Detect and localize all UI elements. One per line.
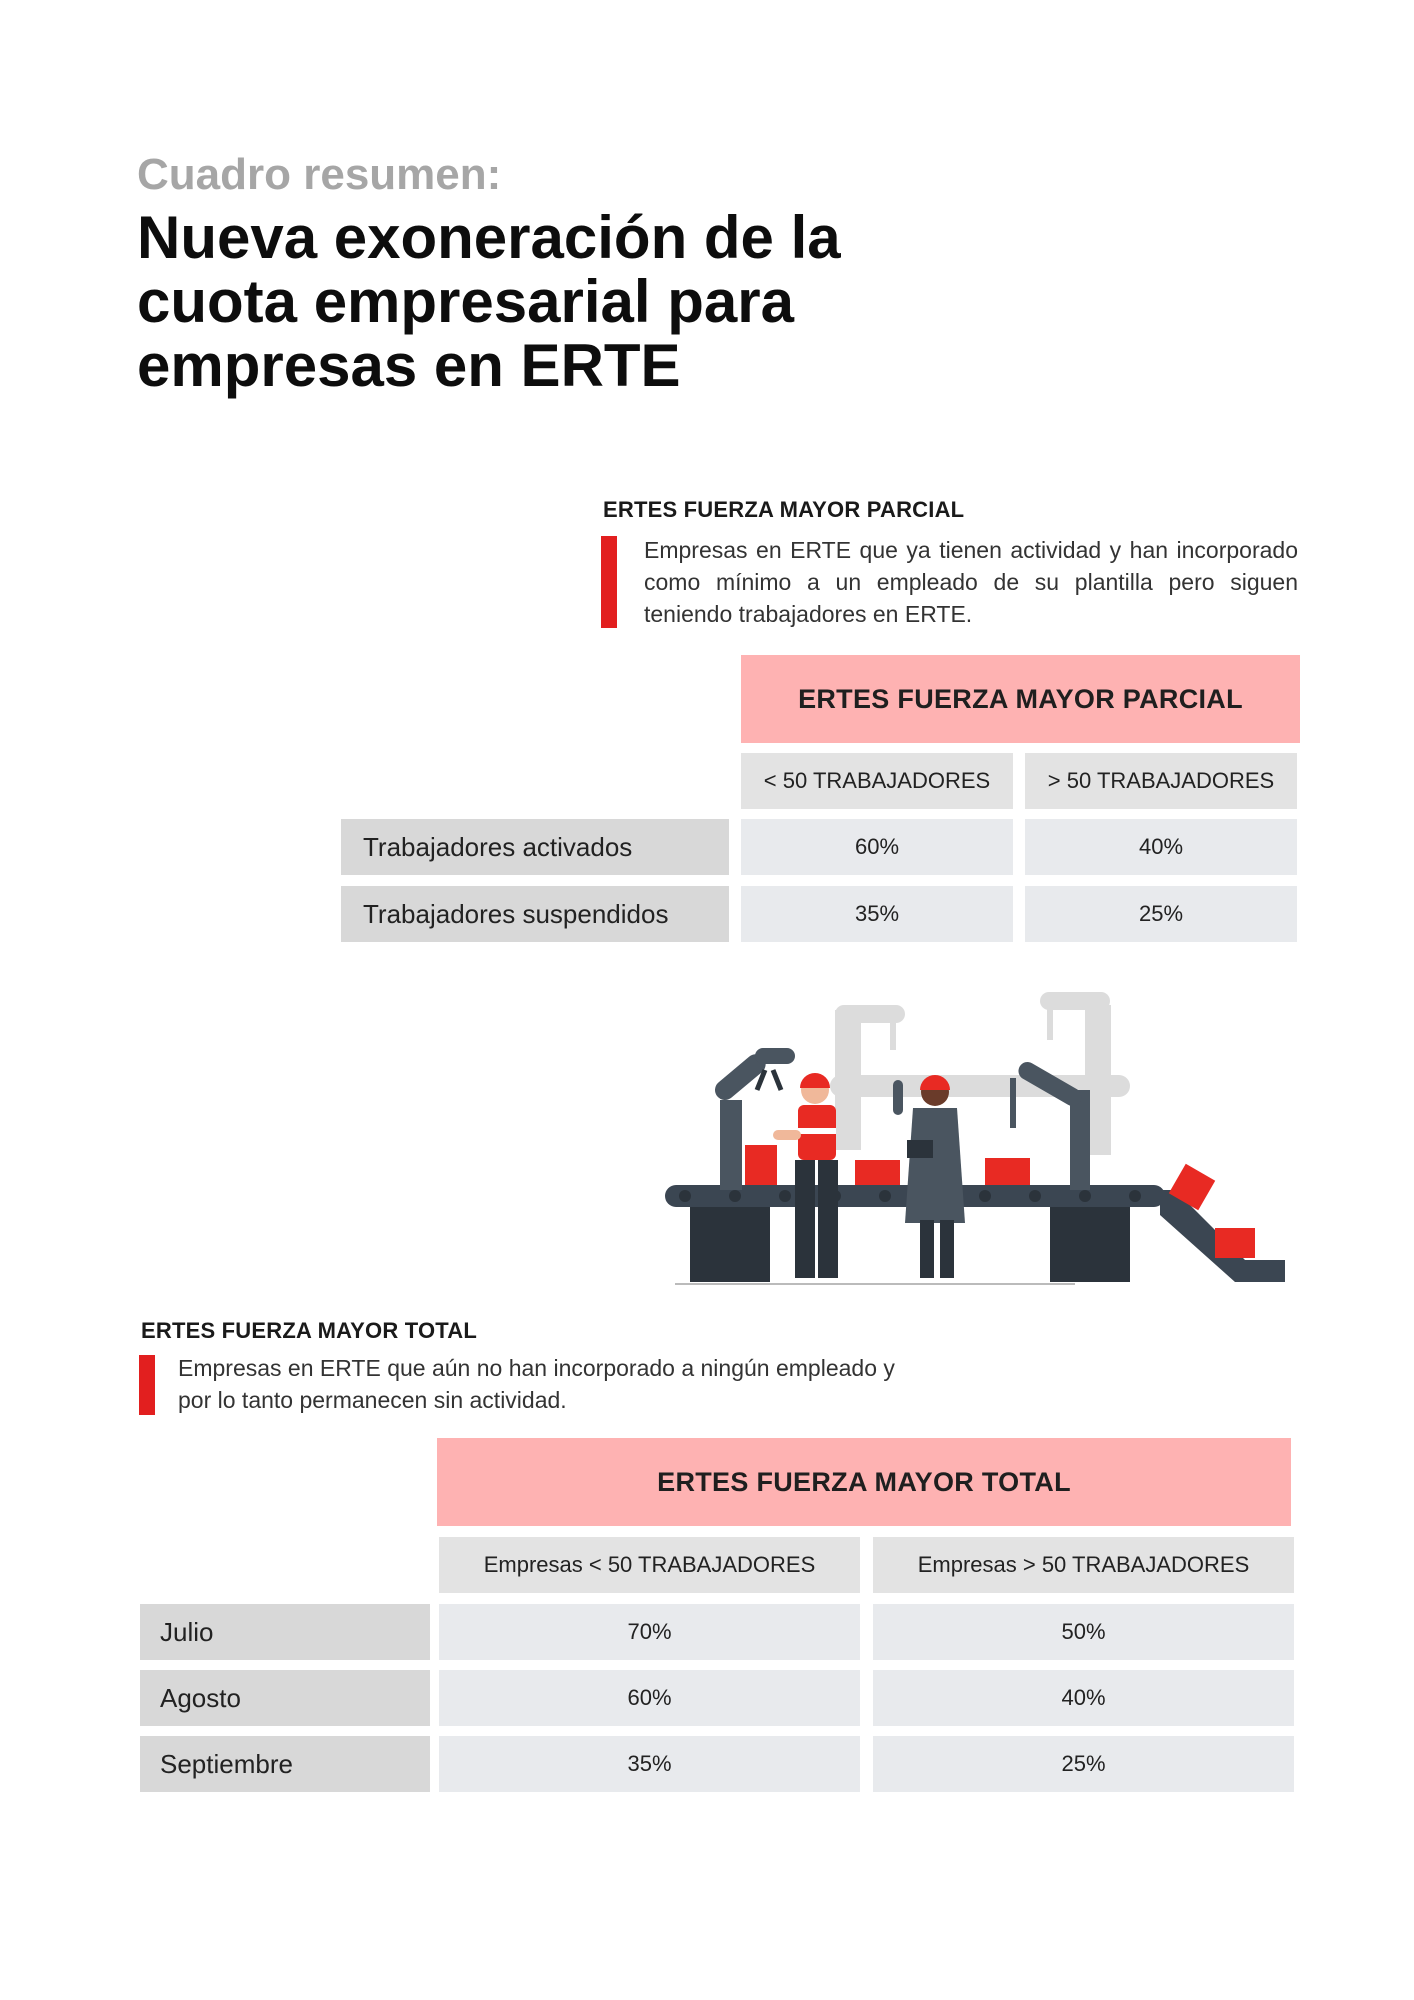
total-description: Empresas en ERTE que aún no han incorpor… [178,1355,895,1413]
total-row-label: Agosto [140,1670,430,1726]
total-row-label: Julio [140,1604,430,1660]
parcial-value-cell: 60% [741,819,1013,875]
total-value-cell: 50% [873,1604,1294,1660]
factory-assembly-line-icon [665,992,1285,1285]
parcial-value-cell: 35% [741,886,1013,942]
title-line: cuota empresarial para [137,268,794,335]
parcial-description: Empresas en ERTE que ya tienen actividad… [644,537,1298,627]
total-value-cell: 70% [439,1604,860,1660]
page-title: Nueva exoneración de la cuota empresaria… [137,206,987,398]
parcial-column-header: > 50 TRABAJADORES [1025,753,1297,809]
total-value-cell: 40% [873,1670,1294,1726]
total-table-header: ERTES FUERZA MAYOR TOTAL [437,1438,1291,1526]
title-line: Nueva exoneración de la [137,204,841,271]
total-value-cell: 60% [439,1670,860,1726]
parcial-row-label: Trabajadores activados [341,819,729,875]
parcial-value-cell: 40% [1025,819,1297,875]
parcial-column-header: < 50 TRABAJADORES [741,753,1013,809]
total-section-title: ERTES FUERZA MAYOR TOTAL [141,1318,478,1343]
parcial-row-label: Trabajadores suspendidos [341,886,729,942]
page-kicker: Cuadro resumen: [137,150,502,199]
parcial-accent-bar [601,536,617,628]
total-value-cell: 35% [439,1736,860,1792]
parcial-table-header: ERTES FUERZA MAYOR PARCIAL [741,655,1300,743]
total-value-cell: 25% [873,1736,1294,1792]
total-row-label: Septiembre [140,1736,430,1792]
total-column-header: Empresas > 50 TRABAJADORES [873,1537,1294,1593]
total-accent-bar [139,1355,155,1415]
parcial-section-title: ERTES FUERZA MAYOR PARCIAL [603,497,965,522]
total-column-header: Empresas < 50 TRABAJADORES [439,1537,860,1593]
parcial-value-cell: 25% [1025,886,1297,942]
title-line: empresas en ERTE [137,332,681,399]
